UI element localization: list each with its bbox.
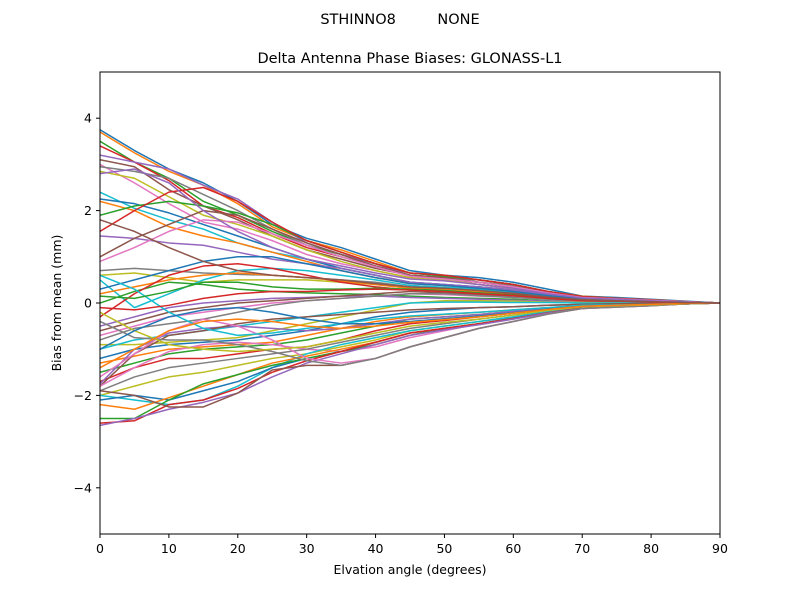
y-axis: −4 −2 0 2 4 — [74, 111, 100, 495]
y-axis-label: Bias from mean (mm) — [49, 235, 64, 372]
x-tick-label: 0 — [96, 541, 104, 556]
series-line-1 — [100, 129, 720, 304]
chart-title: Delta Antenna Phase Biases: GLONASS-L1 — [257, 51, 562, 67]
series-line-36 — [100, 302, 720, 387]
figure-suptitle: STHINNO8 NONE — [320, 12, 479, 28]
y-tick-label: 4 — [84, 111, 92, 126]
x-tick-label: 50 — [436, 541, 452, 556]
y-tick-label: −4 — [74, 480, 92, 495]
y-tick-label: 2 — [84, 203, 92, 218]
x-tick-label: 90 — [712, 541, 728, 556]
x-tick-label: 30 — [299, 541, 315, 556]
x-axis: 0 10 20 30 40 50 60 70 80 90 — [96, 534, 728, 556]
series-line-52 — [100, 302, 720, 369]
x-tick-label: 80 — [643, 541, 659, 556]
series-layer — [100, 129, 720, 427]
series-line-48 — [100, 302, 720, 367]
x-tick-label: 20 — [230, 541, 246, 556]
series-line-56 — [100, 219, 720, 304]
x-axis-label: Elvation angle (degrees) — [333, 562, 486, 577]
x-tick-label: 40 — [368, 541, 384, 556]
x-tick-label: 70 — [574, 541, 590, 556]
series-line-55 — [100, 168, 720, 304]
x-tick-label: 10 — [161, 541, 177, 556]
x-tick-label: 60 — [505, 541, 521, 556]
y-tick-label: −2 — [74, 388, 92, 403]
y-tick-label: 0 — [84, 296, 92, 311]
